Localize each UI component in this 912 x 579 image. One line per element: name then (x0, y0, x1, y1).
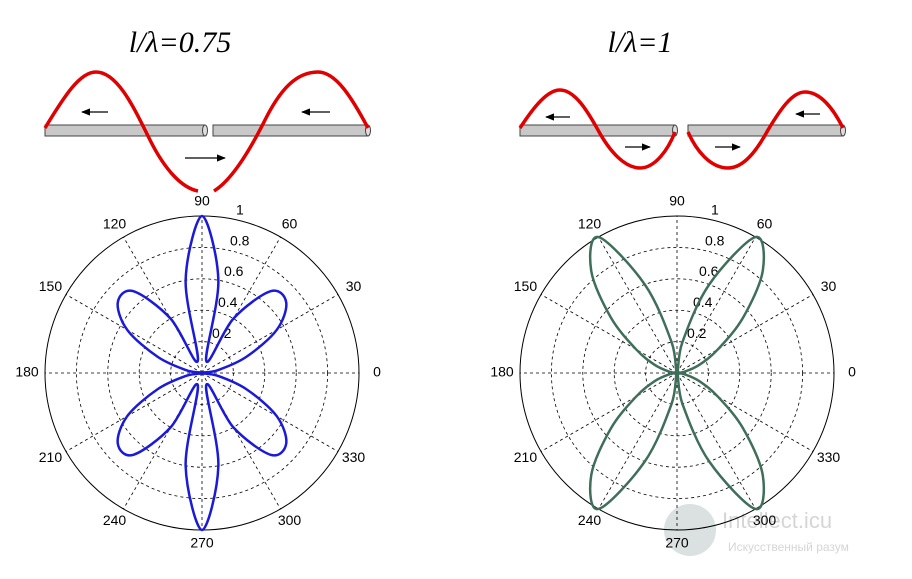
r-tick-label: 1 (711, 202, 719, 218)
angle-tick-label: 180 (490, 364, 514, 380)
grid-circle (582, 278, 772, 468)
angle-tick-label: 270 (190, 535, 214, 551)
dipole-left (43, 70, 371, 193)
angle-tick-label: 30 (346, 278, 362, 294)
angle-tick-label: 210 (514, 449, 538, 465)
chart-title: l/λ=1 (608, 26, 673, 59)
polar-chart: 0.20.40.60.81030609012015018021024027030… (490, 193, 856, 551)
grid-spoke (676, 372, 814, 452)
grid-spoke (598, 372, 678, 510)
angle-tick-label: 240 (103, 512, 127, 528)
angle-tick-label: 120 (578, 216, 602, 232)
pattern-line (116, 214, 288, 532)
angle-tick-label: 150 (39, 278, 63, 294)
grid-spoke (598, 236, 678, 374)
pattern-line (588, 235, 766, 511)
angle-tick-label: 330 (342, 449, 366, 465)
angle-tick-label: 0 (848, 364, 856, 380)
grid-circle (107, 278, 297, 468)
angle-tick-label: 60 (282, 216, 298, 232)
watermark: Intellect.icu Искусственный разум (664, 504, 849, 556)
grid-spoke (201, 294, 339, 374)
r-tick-label: 0.6 (699, 263, 719, 279)
grid-circle (76, 246, 328, 499)
grid-spoke (676, 294, 814, 374)
dipole-right (518, 88, 846, 170)
angle-tick-label: 150 (514, 278, 538, 294)
angle-tick-label: 210 (39, 449, 63, 465)
angle-tick-label: 120 (103, 216, 127, 232)
grid-circle (551, 246, 804, 499)
r-tick-label: 0.6 (224, 263, 244, 279)
angle-tick-label: 180 (15, 364, 39, 380)
angle-tick-label: 60 (757, 216, 773, 232)
r-tick-label: 0.4 (218, 294, 238, 310)
r-tick-label: 0.2 (687, 325, 707, 341)
angle-tick-label: 300 (753, 512, 777, 528)
r-tick-label: 0.8 (705, 232, 725, 248)
grid-spoke (540, 294, 678, 374)
angle-tick-label: 300 (278, 512, 302, 528)
angle-tick-label: 270 (665, 535, 689, 551)
angle-tick-label: 240 (578, 512, 602, 528)
r-tick-label: 0.8 (230, 232, 250, 248)
r-tick-label: 1 (236, 202, 244, 218)
watermark-title: Intellect.icu (722, 508, 832, 533)
polar-chart: 0.20.40.60.81030609012015018021024027030… (15, 193, 381, 551)
grid-spoke (676, 372, 756, 510)
grid-spoke (540, 372, 678, 452)
angle-tick-label: 0 (373, 364, 381, 380)
watermark-subtitle: Искусственный разум (728, 540, 849, 554)
grid-spoke (65, 294, 203, 374)
grid-spoke (65, 372, 203, 452)
grid-spoke (676, 236, 756, 374)
chart-title: l/λ=0.75 (129, 26, 231, 59)
angle-tick-label: 330 (817, 449, 841, 465)
angle-tick-label: 90 (669, 193, 685, 209)
grid-spoke (201, 372, 339, 452)
angle-tick-label: 90 (194, 193, 210, 209)
angle-tick-label: 30 (821, 278, 837, 294)
